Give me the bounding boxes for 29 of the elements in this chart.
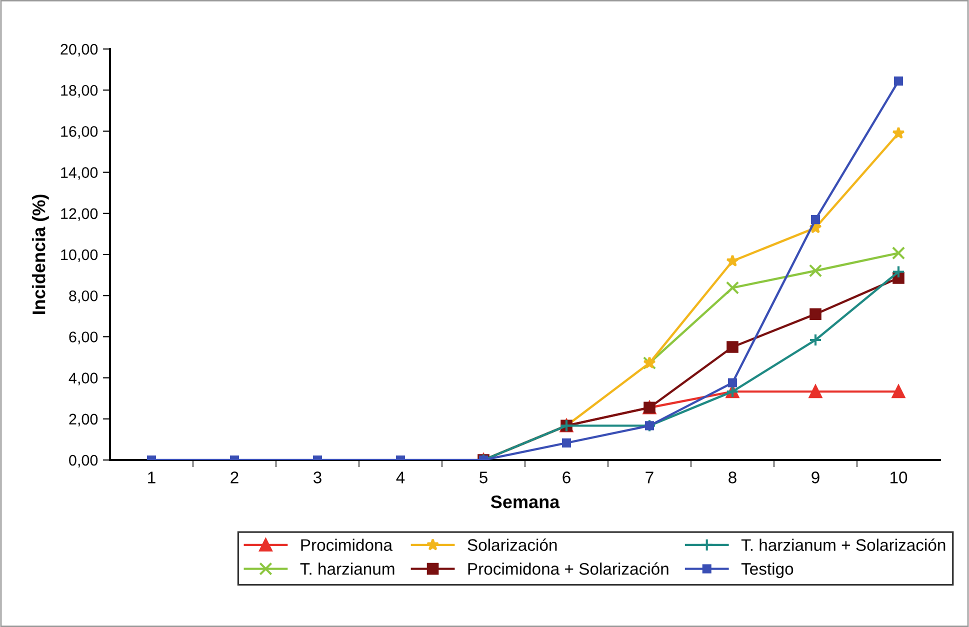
y-axis-title: Incidencia (%) [32,194,49,314]
legend-label: Procimidona + Solarización [468,562,668,575]
x-tick-label: 4 [396,472,405,484]
y-tick-label: 6,00 [69,332,98,344]
y-tick-label: 10,00 [61,249,98,262]
y-tick-label: 20,00 [60,44,98,56]
x-tick-label: 8 [728,472,736,484]
x-tick-label: 5 [480,472,488,484]
y-tick-label: 8,00 [69,290,98,304]
legend-label: T. harzianum + Solarización [741,538,946,551]
y-tick-label: 0,00 [69,454,98,468]
x-tick-label: 7 [646,472,654,484]
x-tick-label: 3 [314,472,322,484]
y-tick-label: 18,00 [61,84,98,98]
y-tick-label: 4,00 [68,372,98,386]
legend-label: Procimidona [301,538,393,551]
x-tick-label: 2 [230,472,238,484]
legend-label: T. harzianum [300,562,394,575]
legend-label: Solarización [468,538,557,551]
y-tick-label: 2,00 [69,414,98,426]
x-tick-label: 1 [148,472,156,484]
x-tick-label: 9 [812,472,820,484]
y-tick-label: 14,00 [61,167,98,180]
legend-label: Testigo [741,562,794,578]
y-tick-label: 12,00 [61,208,98,221]
x-tick-label: 6 [562,472,570,484]
x-axis-title: Semana [490,495,560,508]
y-tick-label: 16,00 [61,126,98,139]
x-tick-label: 10 [890,472,908,484]
